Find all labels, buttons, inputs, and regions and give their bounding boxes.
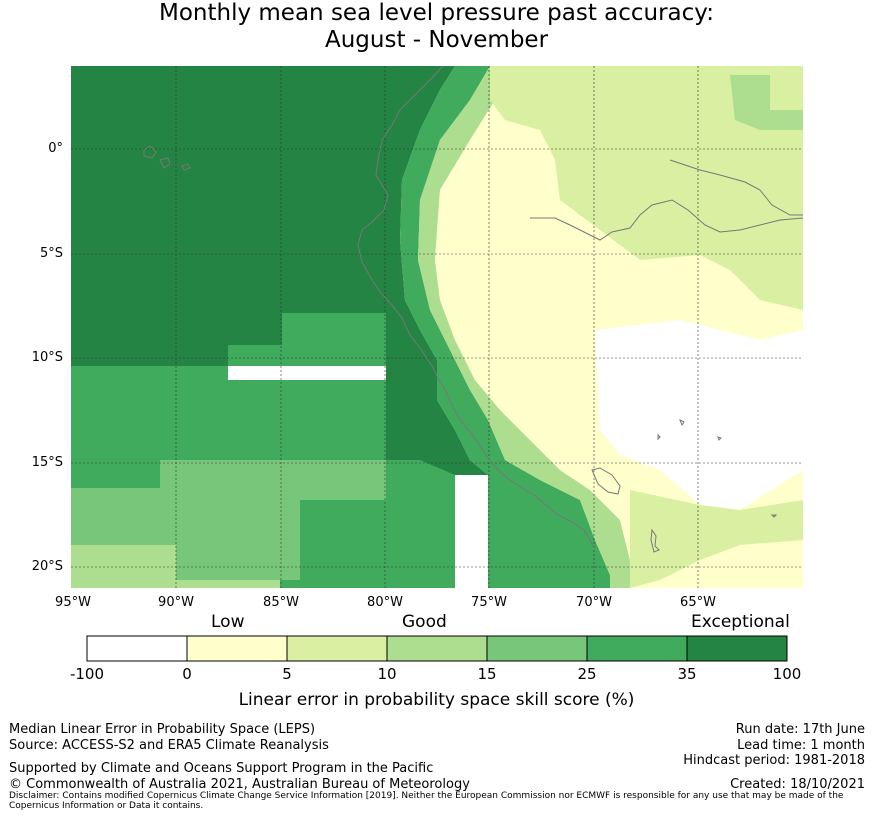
- lat-label-10s: 10°S: [31, 350, 63, 365]
- lon-label-95w: 95°W: [55, 595, 91, 610]
- colorbar-tick-label: 100: [772, 665, 802, 683]
- colorbar-segment-25-35: [587, 636, 687, 661]
- region-fair-southeast: [630, 490, 803, 588]
- colorbar-tick-label: 10: [377, 665, 397, 683]
- region-exceptional-coast: [386, 66, 488, 475]
- islands-galapagos: [143, 145, 191, 171]
- colorbar-tick-label: 25: [577, 665, 597, 683]
- colorbar-title: Linear error in probability space skill …: [238, 690, 635, 710]
- colorbar-tick-label: 0: [182, 665, 192, 683]
- region-fair-northeast: [490, 66, 803, 310]
- footer-hindcast: Hindcast period: 1981-2018: [683, 753, 865, 768]
- footer-method: Median Linear Error in Probability Space…: [9, 722, 316, 737]
- lake-titicaca: [591, 467, 621, 495]
- lat-label-5s: 5°S: [39, 246, 63, 261]
- category-label-exceptional: Exceptional: [691, 612, 790, 632]
- lat-label-15s: 15°S: [31, 455, 63, 470]
- footer-created: Created: 18/10/2021: [730, 777, 865, 792]
- category-label-good: Good: [402, 612, 447, 632]
- colorbar-segment-10-15: [387, 636, 487, 661]
- lon-label-70w: 70°W: [576, 595, 612, 610]
- colorbar-segment-35-100: [687, 636, 787, 661]
- category-label-low: Low: [211, 612, 245, 632]
- colorbar: [86, 635, 788, 662]
- region-high-west: [71, 313, 386, 394]
- lon-label-80w: 80°W: [367, 595, 403, 610]
- footer-lead-time: Lead time: 1 month: [737, 738, 865, 753]
- islands-small: [650, 418, 778, 553]
- chart-title-line2: August - November: [324, 27, 549, 53]
- colorbar-tick-label: 35: [677, 665, 697, 683]
- lon-label-85w: 85°W: [263, 595, 299, 610]
- region-no-skill: [595, 320, 803, 510]
- lon-label-75w: 75°W: [471, 595, 507, 610]
- region-good-coast: [418, 66, 630, 588]
- region-good-southwest: [71, 545, 280, 588]
- footer-support: Supported by Climate and Oceans Support …: [9, 761, 434, 776]
- colorbar-tick-label: 15: [477, 665, 497, 683]
- region-good-northeast: [730, 75, 803, 130]
- colorbar-tick-label: -100: [69, 665, 105, 683]
- chart-title-line1: Monthly mean sea level pressure past acc…: [159, 0, 714, 26]
- colorbar-segment-15-25: [487, 636, 587, 661]
- footer-run-date: Run date: 17th June: [735, 722, 865, 737]
- coastline: [357, 65, 595, 549]
- colorbar-frame: [86, 635, 788, 662]
- footer-copyright: © Commonwealth of Australia 2021, Austra…: [9, 777, 470, 792]
- lon-label-65w: 65°W: [680, 595, 716, 610]
- colorbar-segment-5-10: [287, 636, 387, 661]
- footer-disclaimer: Disclaimer: Contains modified Copernicus…: [9, 791, 844, 811]
- gridlines: [71, 66, 803, 588]
- lon-label-90w: 90°W: [158, 595, 194, 610]
- river-north: [669, 159, 803, 216]
- map-area: [71, 65, 804, 588]
- colorbar-tick-label: 5: [282, 665, 292, 683]
- footer-source: Source: ACCESS-S2 and ERA5 Climate Reana…: [9, 738, 329, 753]
- lat-label-20s: 20°S: [31, 559, 63, 574]
- region-transition-coast: [400, 66, 610, 588]
- river-amazon: [530, 199, 804, 241]
- colorbar-segment-below-0: [87, 636, 187, 661]
- colorbar-segment-0-5: [187, 636, 287, 661]
- lat-label-0: 0°: [48, 141, 63, 156]
